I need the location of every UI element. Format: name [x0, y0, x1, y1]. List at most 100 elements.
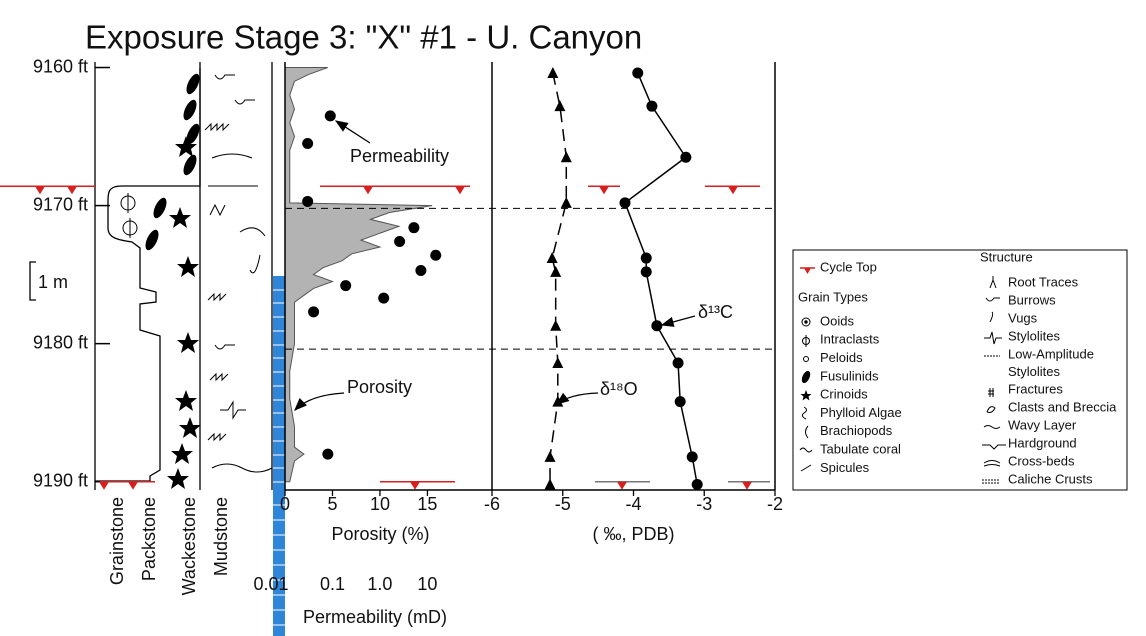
lithology-column — [94, 62, 273, 490]
legend-label: Fusulinids — [820, 368, 879, 383]
annotation: Permeability — [350, 146, 449, 166]
point — [546, 252, 558, 264]
sample-ticks — [273, 289, 285, 626]
legend-label: Vugs — [1008, 310, 1038, 325]
point — [640, 266, 652, 278]
cycle-top-marker — [363, 186, 373, 195]
legend: Cycle Top Grain Types Ooids Intraclasts Pelo… — [798, 249, 1117, 486]
point — [550, 265, 562, 277]
annotation: δ¹⁸O — [600, 379, 638, 399]
point — [322, 448, 334, 460]
point — [554, 100, 566, 112]
x-tick-label: -5 — [555, 494, 571, 514]
legend-label: Brachiopods — [820, 423, 893, 438]
point — [552, 356, 564, 368]
legend-label: Wavy Layer — [1008, 417, 1077, 432]
point — [302, 137, 314, 149]
point — [550, 319, 562, 331]
point — [560, 151, 572, 163]
point — [302, 195, 314, 207]
annotation-arrow — [294, 392, 345, 411]
point — [415, 264, 427, 276]
legend-label: Peloids — [820, 350, 863, 365]
cycle-top-marker — [128, 481, 138, 490]
legend-box — [792, 249, 1128, 491]
legend-label: Caliche Crusts — [1008, 471, 1093, 486]
legend-symbols — [799, 267, 1006, 484]
x-tick-label: 15 — [417, 494, 437, 514]
point — [680, 151, 692, 163]
x2-axis-label: Permeability (mD) — [303, 607, 447, 627]
legend-label: Ooids — [820, 313, 854, 328]
scale-bracket — [29, 261, 36, 301]
legend-title: Structure — [980, 249, 1033, 264]
cycle-top-marker — [599, 186, 609, 195]
x2-tick-label: 1.0 — [367, 574, 392, 594]
x-axis-label: ( ‰, PDB) — [592, 524, 674, 544]
annotation: Porosity — [347, 377, 412, 397]
legend-label: Root Traces — [1008, 274, 1079, 289]
legend-label: Stylolites — [1008, 328, 1061, 343]
annotation-arrow — [334, 120, 371, 144]
point — [651, 320, 663, 332]
x-tick-label: 5 — [327, 494, 337, 514]
cycle-top-marker — [35, 186, 45, 195]
point — [340, 280, 352, 292]
x2-tick-label: 0.01 — [253, 574, 288, 594]
x-tick-label: -6 — [484, 494, 500, 514]
sample-column — [273, 276, 285, 636]
plot: 9160 ft 9170 ft 9180 ft 9190 ft 0 5 10 15 Porosi… — [0, 56, 783, 627]
x2-tick-label: 10 — [417, 574, 437, 594]
annotation: δ¹³C — [698, 302, 733, 322]
point — [544, 450, 556, 462]
panel-frame — [284, 62, 776, 491]
legend-label: Low-Amplitude — [1008, 346, 1094, 361]
y-tick-label: 9190 ft — [33, 470, 88, 490]
cycle-top-marker — [67, 186, 77, 195]
legend-label: Cross-beds — [1008, 453, 1075, 468]
title: Exposure Stage 3: "X" #1 - U. Canyon — [85, 19, 642, 56]
x-tick-label: 0 — [280, 494, 290, 514]
cycle-top-marker — [728, 186, 738, 195]
point — [544, 478, 556, 490]
series-line — [624, 72, 698, 485]
legend-title: Grain Types — [798, 289, 868, 304]
y-tick-label: 9160 ft — [33, 56, 88, 76]
x-tick-label: -4 — [625, 494, 641, 514]
cycle-top-marker — [617, 481, 627, 490]
legend-label: Stylolites — [1008, 364, 1061, 379]
legend-label: Burrows — [1008, 292, 1056, 307]
point — [691, 478, 703, 490]
point — [686, 451, 698, 463]
point — [632, 67, 644, 79]
y-tick-label: 9170 ft — [33, 194, 88, 214]
legend-label: Fractures — [1008, 381, 1063, 396]
lithology-label: Wackestone — [179, 497, 199, 595]
legend-label: Tabulate coral — [820, 442, 901, 457]
x-tick-label: -3 — [696, 494, 712, 514]
x-axis-label: Porosity (%) — [331, 524, 429, 544]
legend-label: Cycle Top — [820, 259, 877, 274]
cycle-top-marker — [742, 481, 752, 490]
point — [674, 396, 686, 408]
legend-label: Crinoids — [820, 387, 868, 402]
point — [430, 249, 442, 261]
point — [308, 306, 320, 318]
point — [324, 110, 336, 122]
x-tick-label: 10 — [370, 494, 390, 514]
annotation-arrow — [555, 392, 599, 405]
lithology-label: Grainstone — [107, 497, 127, 585]
legend-label: Phylloid Algae — [820, 405, 902, 420]
point — [672, 357, 684, 369]
x2-tick-label: 0.1 — [320, 574, 345, 594]
cycle-top-marker — [455, 186, 465, 195]
point — [619, 197, 631, 209]
legend-label: Clasts and Breccia — [1008, 399, 1117, 414]
porosity-area — [284, 67, 433, 483]
series-line — [549, 72, 568, 485]
annotation-arrow — [660, 315, 696, 327]
legend-label: Spicules — [820, 460, 870, 475]
point — [560, 196, 572, 208]
point — [640, 252, 652, 264]
